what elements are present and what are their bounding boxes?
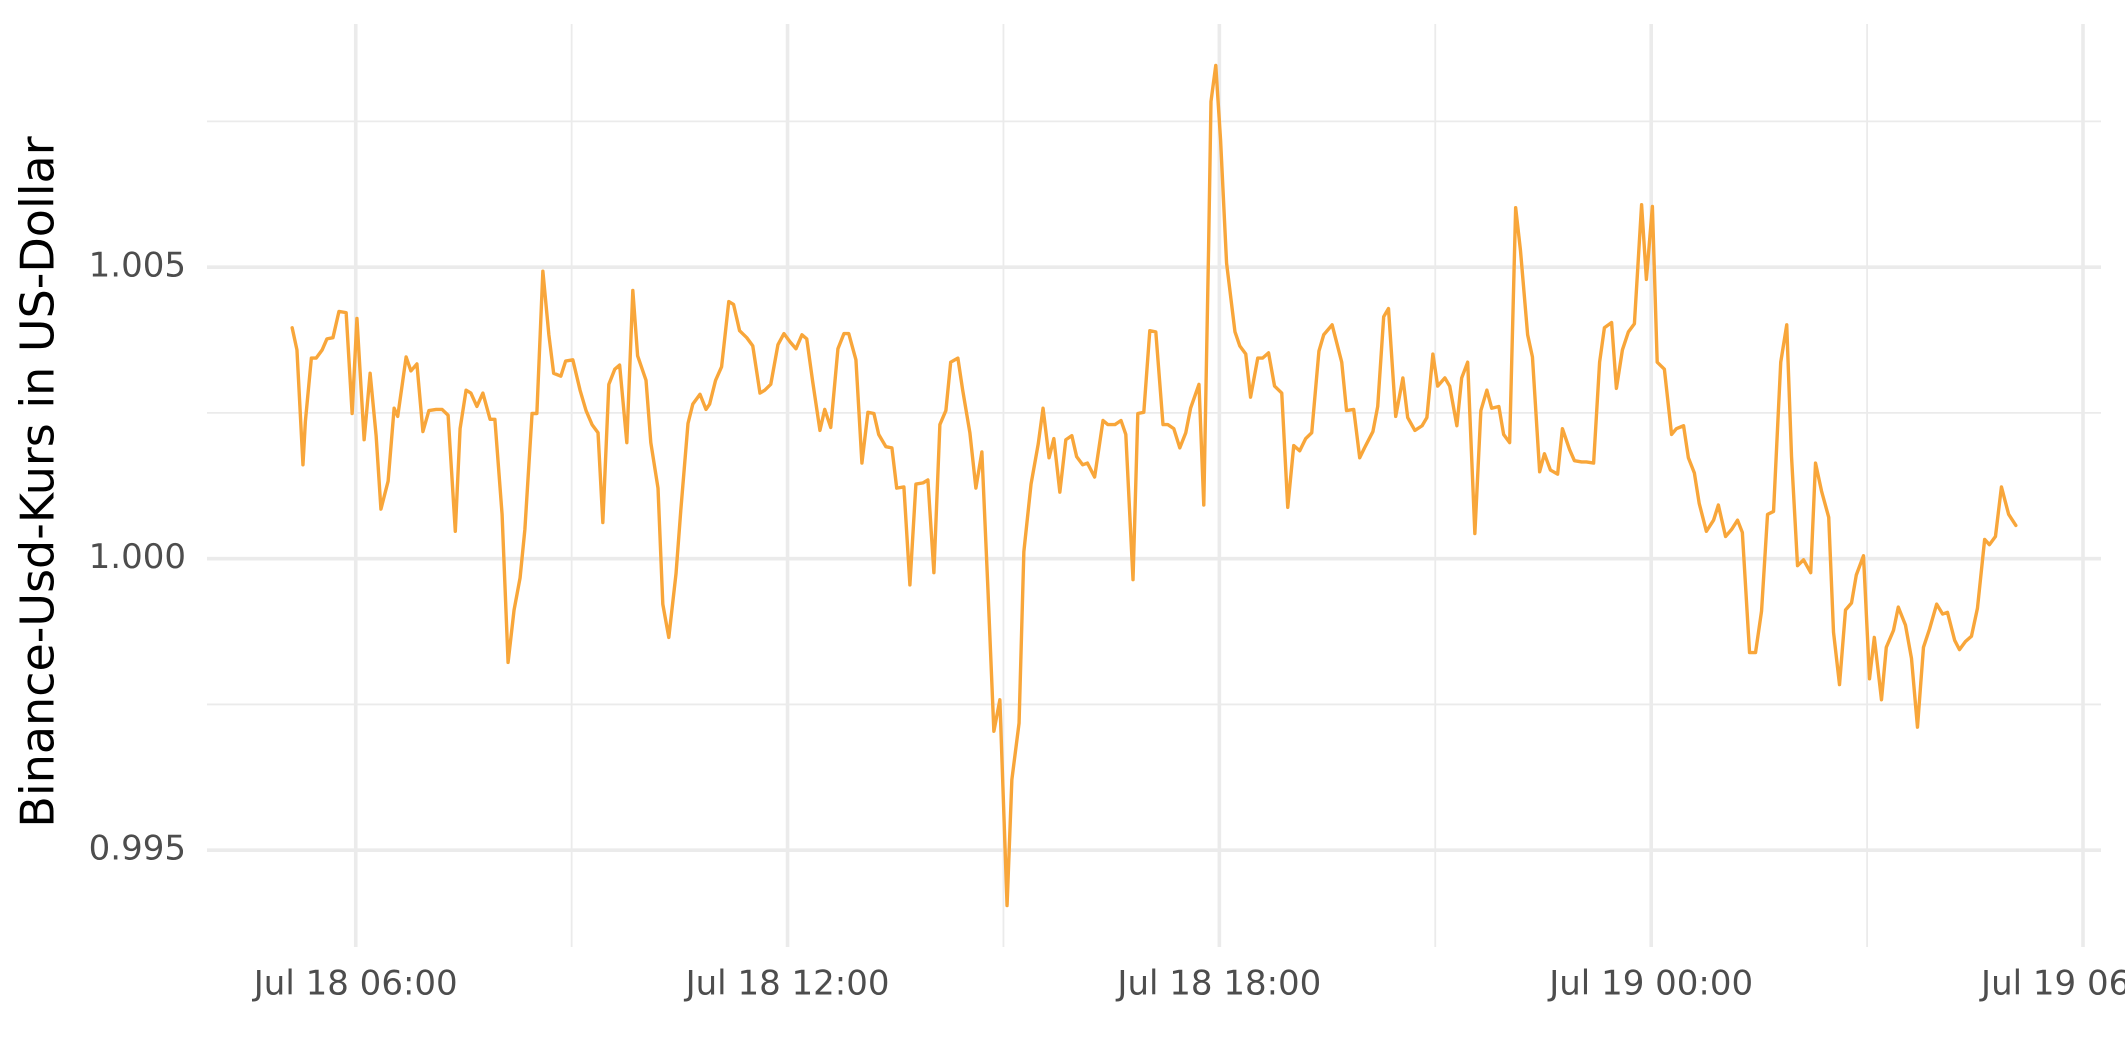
y-tick-label: 1.005: [89, 246, 186, 286]
y-axis-title: Binance-Usd-Kurs in US-Dollar: [11, 136, 65, 827]
y-tick-label: 1.000: [89, 537, 186, 577]
x-tick-label: Jul 18 12:00: [684, 964, 890, 1004]
data-line: [290, 63, 2018, 908]
x-tick-label: Jul 18 06:00: [252, 964, 458, 1004]
plot-area: [290, 63, 2018, 908]
grid: [207, 24, 2101, 947]
x-tick-label: Jul 18 18:00: [1115, 964, 1321, 1004]
x-tick-label: Jul 19 00:00: [1547, 964, 1753, 1004]
x-tick-label: Jul 19 06:00: [1979, 964, 2125, 1004]
y-tick-label: 0.995: [89, 829, 186, 869]
tick-labels: 0.995 1.000 1.005 Jul 18 06:00 Jul 18 12:00 J…: [89, 246, 2125, 1004]
